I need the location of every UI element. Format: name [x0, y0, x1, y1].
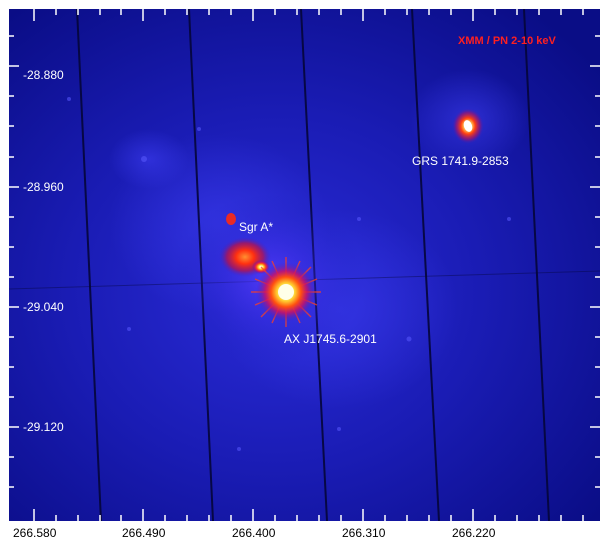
xray-image: XMM / PN 2-10 keV GRS 1741.9-2853 Sgr A*…	[9, 9, 600, 521]
y-tick-label: -29.040	[23, 300, 64, 314]
y-tick-label: -28.960	[23, 180, 64, 194]
y-tick-label: -28.880	[23, 68, 64, 82]
ax-source-core	[278, 284, 294, 300]
detector-chip-gaps	[76, 9, 550, 521]
x-tick-label: 266.220	[452, 526, 496, 540]
sgra-knot	[226, 213, 236, 225]
xray-image-canvas	[9, 9, 600, 521]
x-tick-label: 266.310	[342, 526, 386, 540]
source-label-sgra: Sgr A*	[239, 220, 274, 234]
y-tick-label: -29.120	[23, 420, 64, 434]
faint-sources	[67, 97, 511, 451]
x-tick-label: 266.490	[122, 526, 166, 540]
source-label-ax: AX J1745.6-2901	[284, 332, 377, 346]
x-tick-label: 266.400	[232, 526, 276, 540]
source-label-grs: GRS 1741.9-2853	[412, 154, 509, 168]
diffuse-emission	[109, 129, 189, 189]
instrument-label: XMM / PN 2-10 keV	[458, 35, 556, 47]
grs-source-core	[463, 120, 473, 132]
axis-ticks	[9, 9, 600, 521]
x-tick-label: 266.580	[13, 526, 57, 540]
